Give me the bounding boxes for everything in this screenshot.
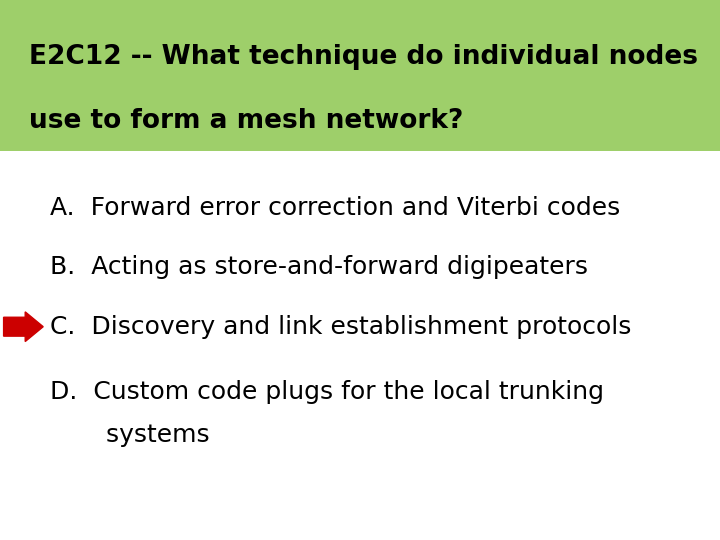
Text: systems: systems: [50, 423, 210, 447]
Text: A.  Forward error correction and Viterbi codes: A. Forward error correction and Viterbi …: [50, 196, 621, 220]
FancyArrow shape: [4, 312, 43, 342]
Text: B.  Acting as store-and-forward digipeaters: B. Acting as store-and-forward digipeate…: [50, 255, 588, 279]
Bar: [0, 0, 720, 151]
Text: E2C12 -- What technique do individual nodes: E2C12 -- What technique do individual no…: [29, 44, 698, 70]
Text: use to form a mesh network?: use to form a mesh network?: [29, 109, 463, 134]
Text: C.  Discovery and link establishment protocols: C. Discovery and link establishment prot…: [50, 315, 631, 339]
Text: D.  Custom code plugs for the local trunking: D. Custom code plugs for the local trunk…: [50, 380, 604, 403]
